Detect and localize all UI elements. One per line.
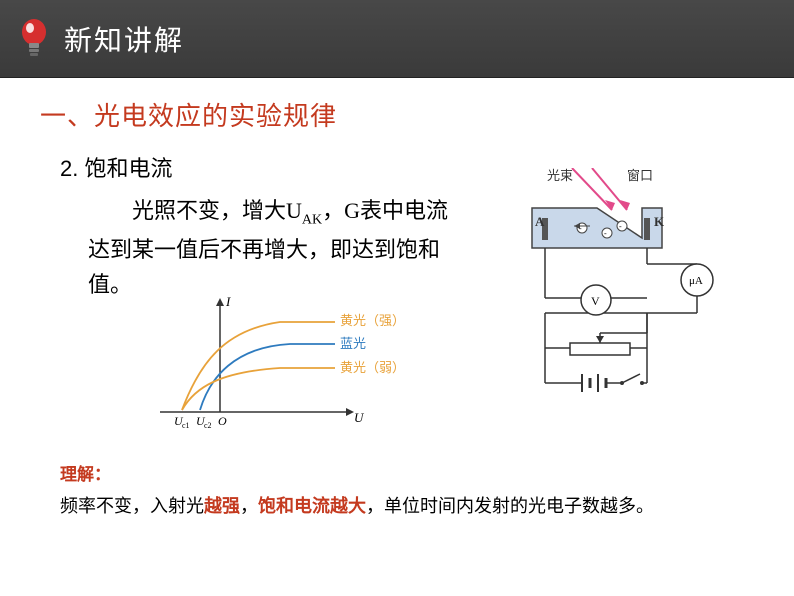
conc-s1: 越强 xyxy=(204,496,240,516)
body-l1: 光照不变，增大U xyxy=(88,198,302,223)
ammeter-label: μA xyxy=(689,275,703,287)
slide-header: 新知讲解 xyxy=(0,0,794,78)
sub-name: 饱和电流 xyxy=(84,156,172,181)
svg-text:-: - xyxy=(619,222,622,231)
sub-number: 2. xyxy=(60,156,78,181)
section-title: 一、光电效应的实验规律 xyxy=(40,96,754,133)
svg-text:I: I xyxy=(225,294,231,309)
anode-label: A xyxy=(535,214,545,229)
legend-yellow-strong: 黄光（强） xyxy=(340,313,405,328)
conclusion-text: 频率不变，入射光越强，饱和电流越大，单位时间内发射的光电子数越多。 xyxy=(60,491,724,522)
section-prefix: 一、 xyxy=(40,102,94,131)
conc-p2: ， xyxy=(240,496,258,516)
svg-text:O: O xyxy=(218,414,227,428)
svg-text:-: - xyxy=(604,229,607,238)
chart-row: I U O Uc1 Uc2 黄光（强） 蓝光 黄光（弱） xyxy=(40,302,754,452)
lightbulb-icon xyxy=(14,14,54,64)
legend-blue: 蓝光 xyxy=(340,336,366,351)
svg-text:U: U xyxy=(354,410,365,425)
body-sub1: AK xyxy=(302,212,322,227)
svg-text:c1: c1 xyxy=(182,421,190,430)
section-name: 光电效应的实验规律 xyxy=(94,102,337,131)
svg-text:c2: c2 xyxy=(204,421,212,430)
slide-content: 一、光电效应的实验规律 2. 饱和电流 光照不变，增大UAK，G表中电流达到某一… xyxy=(0,78,794,596)
cathode-label: K xyxy=(654,214,665,229)
legend-yellow-weak: 黄光（弱） xyxy=(340,360,405,375)
light-label: 光束 xyxy=(547,168,573,183)
header-title: 新知讲解 xyxy=(64,19,184,59)
conc-p3: ，单位时间内发射的光电子数越多。 xyxy=(366,496,654,516)
window-label: 窗口 xyxy=(627,168,653,183)
iv-curve-chart: I U O Uc1 Uc2 黄光（强） 蓝光 黄光（弱） xyxy=(140,292,420,437)
conc-p1: 频率不变，入射光 xyxy=(60,496,204,516)
understand-text: 理解： xyxy=(60,465,111,484)
conc-s2: 饱和电流越大 xyxy=(258,496,366,516)
understand-label: 理解： xyxy=(60,460,754,485)
body-paragraph: 光照不变，增大UAK，G表中电流达到某一值后不再增大，即达到饱和值。 xyxy=(88,193,448,302)
